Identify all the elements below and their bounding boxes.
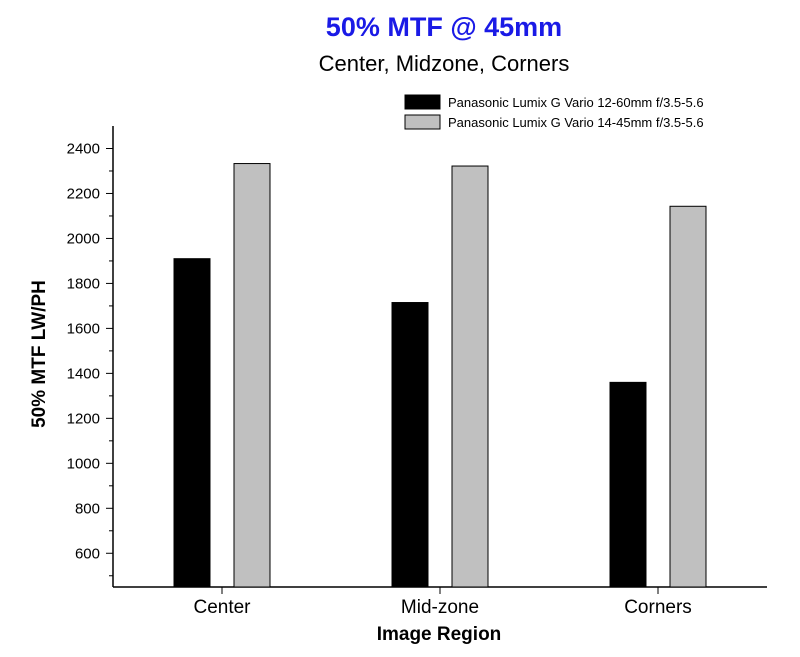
legend-swatch — [404, 114, 441, 130]
chart-title: 50% MTF @ 45mm — [326, 12, 562, 42]
bar — [391, 302, 429, 588]
legend-swatch — [404, 94, 441, 110]
y-tick-label: 600 — [75, 545, 100, 562]
bar — [173, 258, 211, 588]
y-tick-label: 1000 — [67, 455, 100, 472]
bar — [233, 163, 271, 588]
y-tick-label: 1400 — [67, 365, 100, 382]
y-tick-label: 2400 — [67, 140, 100, 157]
y-tick-label: 800 — [75, 500, 100, 517]
x-tick-label: Corners — [624, 597, 692, 618]
x-tick-label: Mid-zone — [401, 597, 479, 618]
x-tick-label: Center — [193, 597, 251, 618]
bar — [669, 205, 707, 588]
bar — [451, 165, 489, 588]
y-axis-label: 50% MTF LW/PH — [29, 280, 50, 428]
y-tick-label: 1600 — [67, 320, 100, 337]
y-tick-label: 1800 — [67, 275, 100, 292]
y-tick-label: 2000 — [67, 230, 100, 247]
bar — [609, 381, 647, 588]
legend: Panasonic Lumix G Vario 12-60mm f/3.5-5.… — [404, 94, 704, 130]
legend-label: Panasonic Lumix G Vario 12-60mm f/3.5-5.… — [448, 95, 704, 110]
y-tick-label: 1200 — [67, 410, 100, 427]
y-tick-label: 2200 — [67, 185, 100, 202]
plot-area: 600 800 1000 1200 1400 1600 1800 2000 2200 2400 Ce… — [67, 126, 767, 618]
legend-label: Panasonic Lumix G Vario 14-45mm f/3.5-5.… — [448, 115, 704, 130]
x-axis-label: Image Region — [377, 624, 502, 645]
chart-subtitle: Center, Midzone, Corners — [319, 51, 570, 76]
